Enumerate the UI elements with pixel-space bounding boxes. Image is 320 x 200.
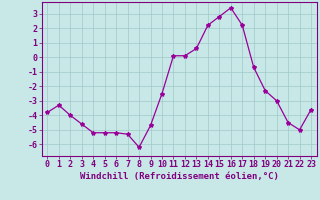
X-axis label: Windchill (Refroidissement éolien,°C): Windchill (Refroidissement éolien,°C) — [80, 172, 279, 181]
